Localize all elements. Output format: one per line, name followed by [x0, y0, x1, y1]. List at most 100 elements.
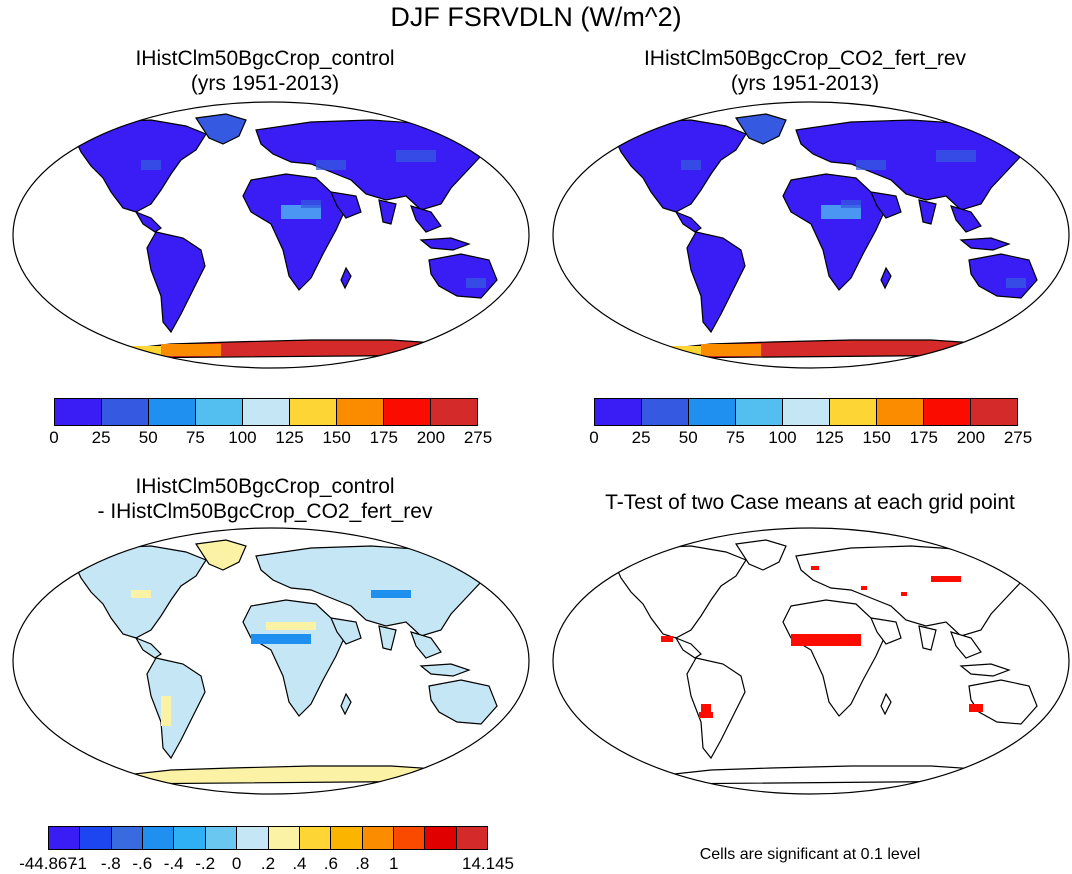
field-patch — [266, 622, 316, 630]
landmass-madagascar — [340, 692, 352, 716]
colorbar-swatch — [362, 827, 394, 849]
colorbar-swatch — [243, 399, 290, 425]
map-co2-fert-rev — [552, 101, 1070, 369]
colorbar-tick-label: -44.867 — [19, 854, 77, 873]
colorbar-tick-label: 14.145 — [462, 854, 514, 873]
field-patch — [161, 344, 221, 356]
colorbar-tick-label: .6 — [323, 854, 338, 873]
landmass-southAmerica — [146, 657, 206, 760]
colorbar-swatch — [268, 827, 300, 849]
landmass-madagascar — [880, 692, 892, 716]
field-patch — [371, 590, 411, 598]
landmass-antarctica — [655, 765, 1008, 785]
colorbar-swatch — [425, 827, 457, 849]
map-border — [552, 101, 1070, 369]
field-patch — [251, 634, 311, 644]
landmass-northAmerica — [70, 119, 207, 213]
landmass-centralAmerica — [134, 636, 162, 659]
colorbar-tick-label: 125 — [815, 428, 844, 447]
colorbar-tick-label: 125 — [275, 428, 304, 447]
landmass-greenland — [734, 113, 787, 145]
colorbar-swatch — [431, 399, 477, 425]
landmass-seAsia — [410, 631, 442, 659]
panel-1-title: IHistClm50BgcCrop_control (yrs 1951-2013… — [70, 46, 460, 96]
colorbar-swatch — [143, 827, 175, 849]
colorbar-tick-label: 275 — [1003, 428, 1033, 447]
panel-2-title: IHistClm50BgcCrop_CO2_fert_rev (yrs 1951… — [590, 46, 1020, 96]
colorbar-swatch — [290, 399, 337, 425]
field-patch — [131, 590, 151, 598]
panel-3-title-line1: IHistClm50BgcCrop_control — [135, 475, 395, 498]
landmass-india — [918, 625, 937, 651]
colorbar-swatch — [877, 399, 924, 425]
colorbar-swatch — [393, 827, 426, 849]
landmass-centralAmerica — [134, 210, 162, 233]
panel-4-title: T-Test of two Case means at each grid po… — [550, 490, 1070, 515]
landmass-india — [918, 199, 937, 225]
colorbar-tick-label: -.8 — [100, 854, 121, 873]
field-patch — [991, 348, 1021, 354]
colorbar-tick-label: 150 — [862, 428, 891, 447]
colorbar-swatch — [102, 399, 149, 425]
colorbar-tick-label: 0 — [589, 428, 599, 447]
colorbar-swatch — [111, 827, 144, 849]
colorbar-tick-label: -1 — [71, 854, 87, 873]
significant-cells — [699, 712, 713, 718]
field-patch — [316, 160, 346, 170]
field-patch — [856, 160, 886, 170]
colorbar-swatch — [80, 827, 112, 849]
colorbar-tick-label: 50 — [678, 428, 698, 447]
field-patch — [301, 200, 321, 208]
field-patch — [396, 150, 436, 162]
significant-cells — [791, 634, 861, 646]
colorbar-swatch — [205, 827, 238, 849]
landmass-madagascar — [340, 266, 352, 290]
landmass-greenland — [734, 539, 787, 571]
field-patch — [936, 150, 976, 162]
colorbar-tick-label: 50 — [138, 428, 158, 447]
colorbar-tick-label: 200 — [416, 428, 446, 447]
significance-note: Cells are significant at 0.1 level — [699, 846, 921, 863]
landmass-northAmerica — [610, 545, 747, 639]
colorbar-swatch — [456, 827, 488, 849]
field-patch — [466, 278, 486, 288]
landmass-madagascar — [880, 266, 892, 290]
landmass-centralAmerica — [674, 636, 702, 659]
landmass-southAmerica — [146, 231, 206, 334]
landmass-antarctica — [115, 765, 468, 785]
colorbar-swatch — [55, 399, 102, 425]
significant-cells — [661, 636, 673, 642]
colorbar-swatch — [384, 399, 431, 425]
colorbar-swatch — [299, 827, 332, 849]
colorbar-tick-label: 200 — [956, 428, 986, 447]
landmass-greenland — [194, 539, 247, 571]
landmass-southAmerica — [686, 231, 746, 334]
landmass-australia — [428, 679, 498, 725]
colorbar-tick-label: .4 — [292, 854, 307, 873]
panel-3-title-line2: - IHistClm50BgcCrop_CO2_fert_rev — [97, 500, 433, 523]
colorbar-tick-label: 175 — [369, 428, 398, 447]
colorbar-tick-label: -.2 — [195, 854, 216, 873]
colorbar-tick-label: .8 — [355, 854, 370, 873]
landmass-indonesia — [419, 237, 471, 251]
colorbar-tick-label: -.4 — [163, 854, 184, 873]
field-patch — [701, 344, 761, 356]
landmass-seAsia — [950, 205, 982, 233]
landmass-arabia — [330, 617, 362, 645]
field-patch — [681, 160, 701, 170]
panel-2-title-line2: (yrs 1951-2013) — [730, 72, 880, 95]
landmass-indonesia — [959, 663, 1011, 677]
significant-cells — [861, 586, 867, 590]
colorbar-tick-label: 0 — [49, 428, 59, 447]
colorbar-swatch — [149, 399, 196, 425]
colorbar-swatch — [642, 399, 689, 425]
landmass-southAmerica — [686, 657, 746, 760]
landmass-india — [378, 625, 397, 651]
field-patch — [281, 205, 321, 219]
colorbar-swatch — [736, 399, 783, 425]
colorbar-co2-fert-rev — [594, 398, 1018, 426]
colorbar-swatch — [924, 399, 971, 425]
significant-cells — [901, 592, 907, 596]
colorbar-swatch — [196, 399, 243, 425]
panel-1-title-line2: (yrs 1951-2013) — [190, 72, 340, 95]
